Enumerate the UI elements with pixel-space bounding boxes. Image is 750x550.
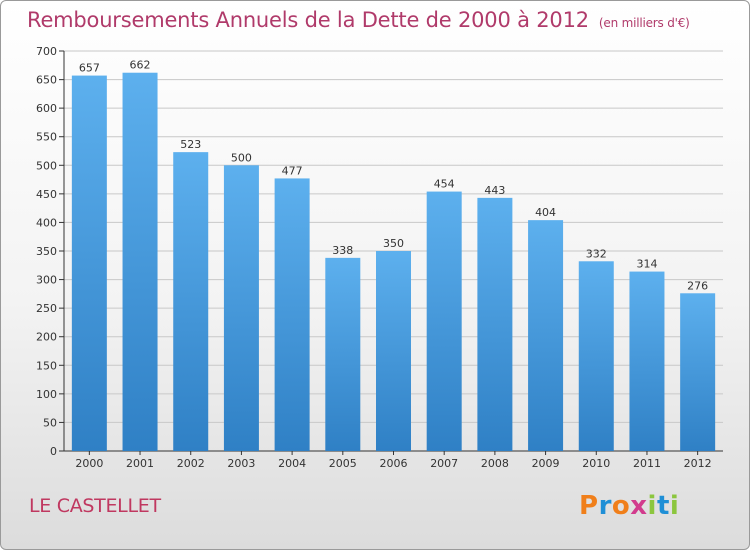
value-label: 454 bbox=[434, 178, 455, 191]
y-tick-label: 200 bbox=[36, 331, 57, 344]
logo-letter: i bbox=[669, 491, 680, 521]
chart-title-text: Remboursements Annuels de la Dette de 20… bbox=[27, 8, 589, 32]
value-label: 662 bbox=[130, 59, 151, 72]
logo-letter: t bbox=[656, 491, 670, 521]
bar[interactable] bbox=[528, 220, 564, 451]
value-label: 500 bbox=[231, 151, 252, 164]
x-tick-label: 2003 bbox=[227, 457, 255, 470]
value-label: 350 bbox=[383, 237, 404, 250]
y-tick-label: 100 bbox=[36, 388, 57, 401]
logo-letter: P bbox=[579, 491, 599, 521]
y-tick-label: 450 bbox=[36, 188, 57, 201]
logo-letter: o bbox=[611, 491, 631, 521]
y-tick-label: 50 bbox=[43, 416, 57, 429]
x-tick-label: 2009 bbox=[532, 457, 560, 470]
bar[interactable] bbox=[477, 197, 513, 451]
y-tick-label: 300 bbox=[36, 274, 57, 287]
bar[interactable] bbox=[376, 251, 411, 451]
bar[interactable] bbox=[680, 293, 716, 451]
x-tick-label: 2004 bbox=[278, 457, 306, 470]
logo-letter: x bbox=[630, 491, 648, 521]
bar[interactable] bbox=[122, 72, 158, 451]
value-label: 314 bbox=[636, 258, 657, 271]
value-label: 332 bbox=[586, 247, 607, 260]
bar[interactable] bbox=[274, 178, 310, 451]
proxiti-logo[interactable]: Proxiti bbox=[579, 491, 679, 521]
value-label: 443 bbox=[484, 184, 505, 197]
bar[interactable] bbox=[629, 271, 665, 451]
x-tick-label: 2005 bbox=[329, 457, 357, 470]
value-label: 657 bbox=[79, 62, 100, 75]
x-tick-label: 2006 bbox=[380, 457, 408, 470]
x-tick-label: 2012 bbox=[684, 457, 712, 470]
y-tick-label: 350 bbox=[36, 245, 57, 258]
bar[interactable] bbox=[223, 165, 259, 452]
value-label: 523 bbox=[180, 138, 201, 151]
x-tick-label: 2008 bbox=[481, 457, 509, 470]
y-tick-label: 500 bbox=[36, 159, 57, 172]
chart-subtitle: (en milliers d'€) bbox=[598, 16, 690, 30]
bar[interactable] bbox=[173, 152, 209, 451]
y-tick-label: 250 bbox=[36, 302, 57, 315]
x-tick-label: 2007 bbox=[430, 457, 458, 470]
value-label: 338 bbox=[332, 244, 353, 257]
bar[interactable] bbox=[578, 261, 614, 451]
x-tick-label: 2011 bbox=[633, 457, 661, 470]
x-tick-label: 2001 bbox=[126, 457, 154, 470]
bar[interactable] bbox=[426, 191, 462, 452]
logo-letter: i bbox=[647, 491, 657, 521]
value-label: 276 bbox=[687, 279, 708, 292]
y-tick-label: 600 bbox=[36, 102, 57, 115]
y-tick-label: 400 bbox=[36, 216, 57, 229]
bar[interactable] bbox=[71, 75, 107, 452]
x-tick-label: 2002 bbox=[177, 457, 205, 470]
y-tick-label: 700 bbox=[36, 45, 57, 58]
x-tick-label: 2010 bbox=[582, 457, 610, 470]
y-tick-label: 150 bbox=[36, 359, 57, 372]
y-tick-label: 0 bbox=[50, 445, 57, 458]
y-tick-label: 550 bbox=[36, 131, 57, 144]
logo-letter: r bbox=[598, 491, 612, 521]
bar[interactable] bbox=[325, 257, 361, 451]
value-label: 404 bbox=[535, 206, 556, 219]
y-tick-label: 650 bbox=[36, 74, 57, 87]
bars bbox=[71, 72, 716, 452]
x-tick-label: 2000 bbox=[75, 457, 103, 470]
chart-title: Remboursements Annuels de la Dette de 20… bbox=[27, 8, 690, 32]
value-labels: 657 662 523 500 477 338 350 454 443 404 332 314 276 bbox=[79, 59, 708, 293]
value-label: 477 bbox=[282, 164, 303, 177]
city-name: LE CASTELLET bbox=[29, 495, 161, 517]
